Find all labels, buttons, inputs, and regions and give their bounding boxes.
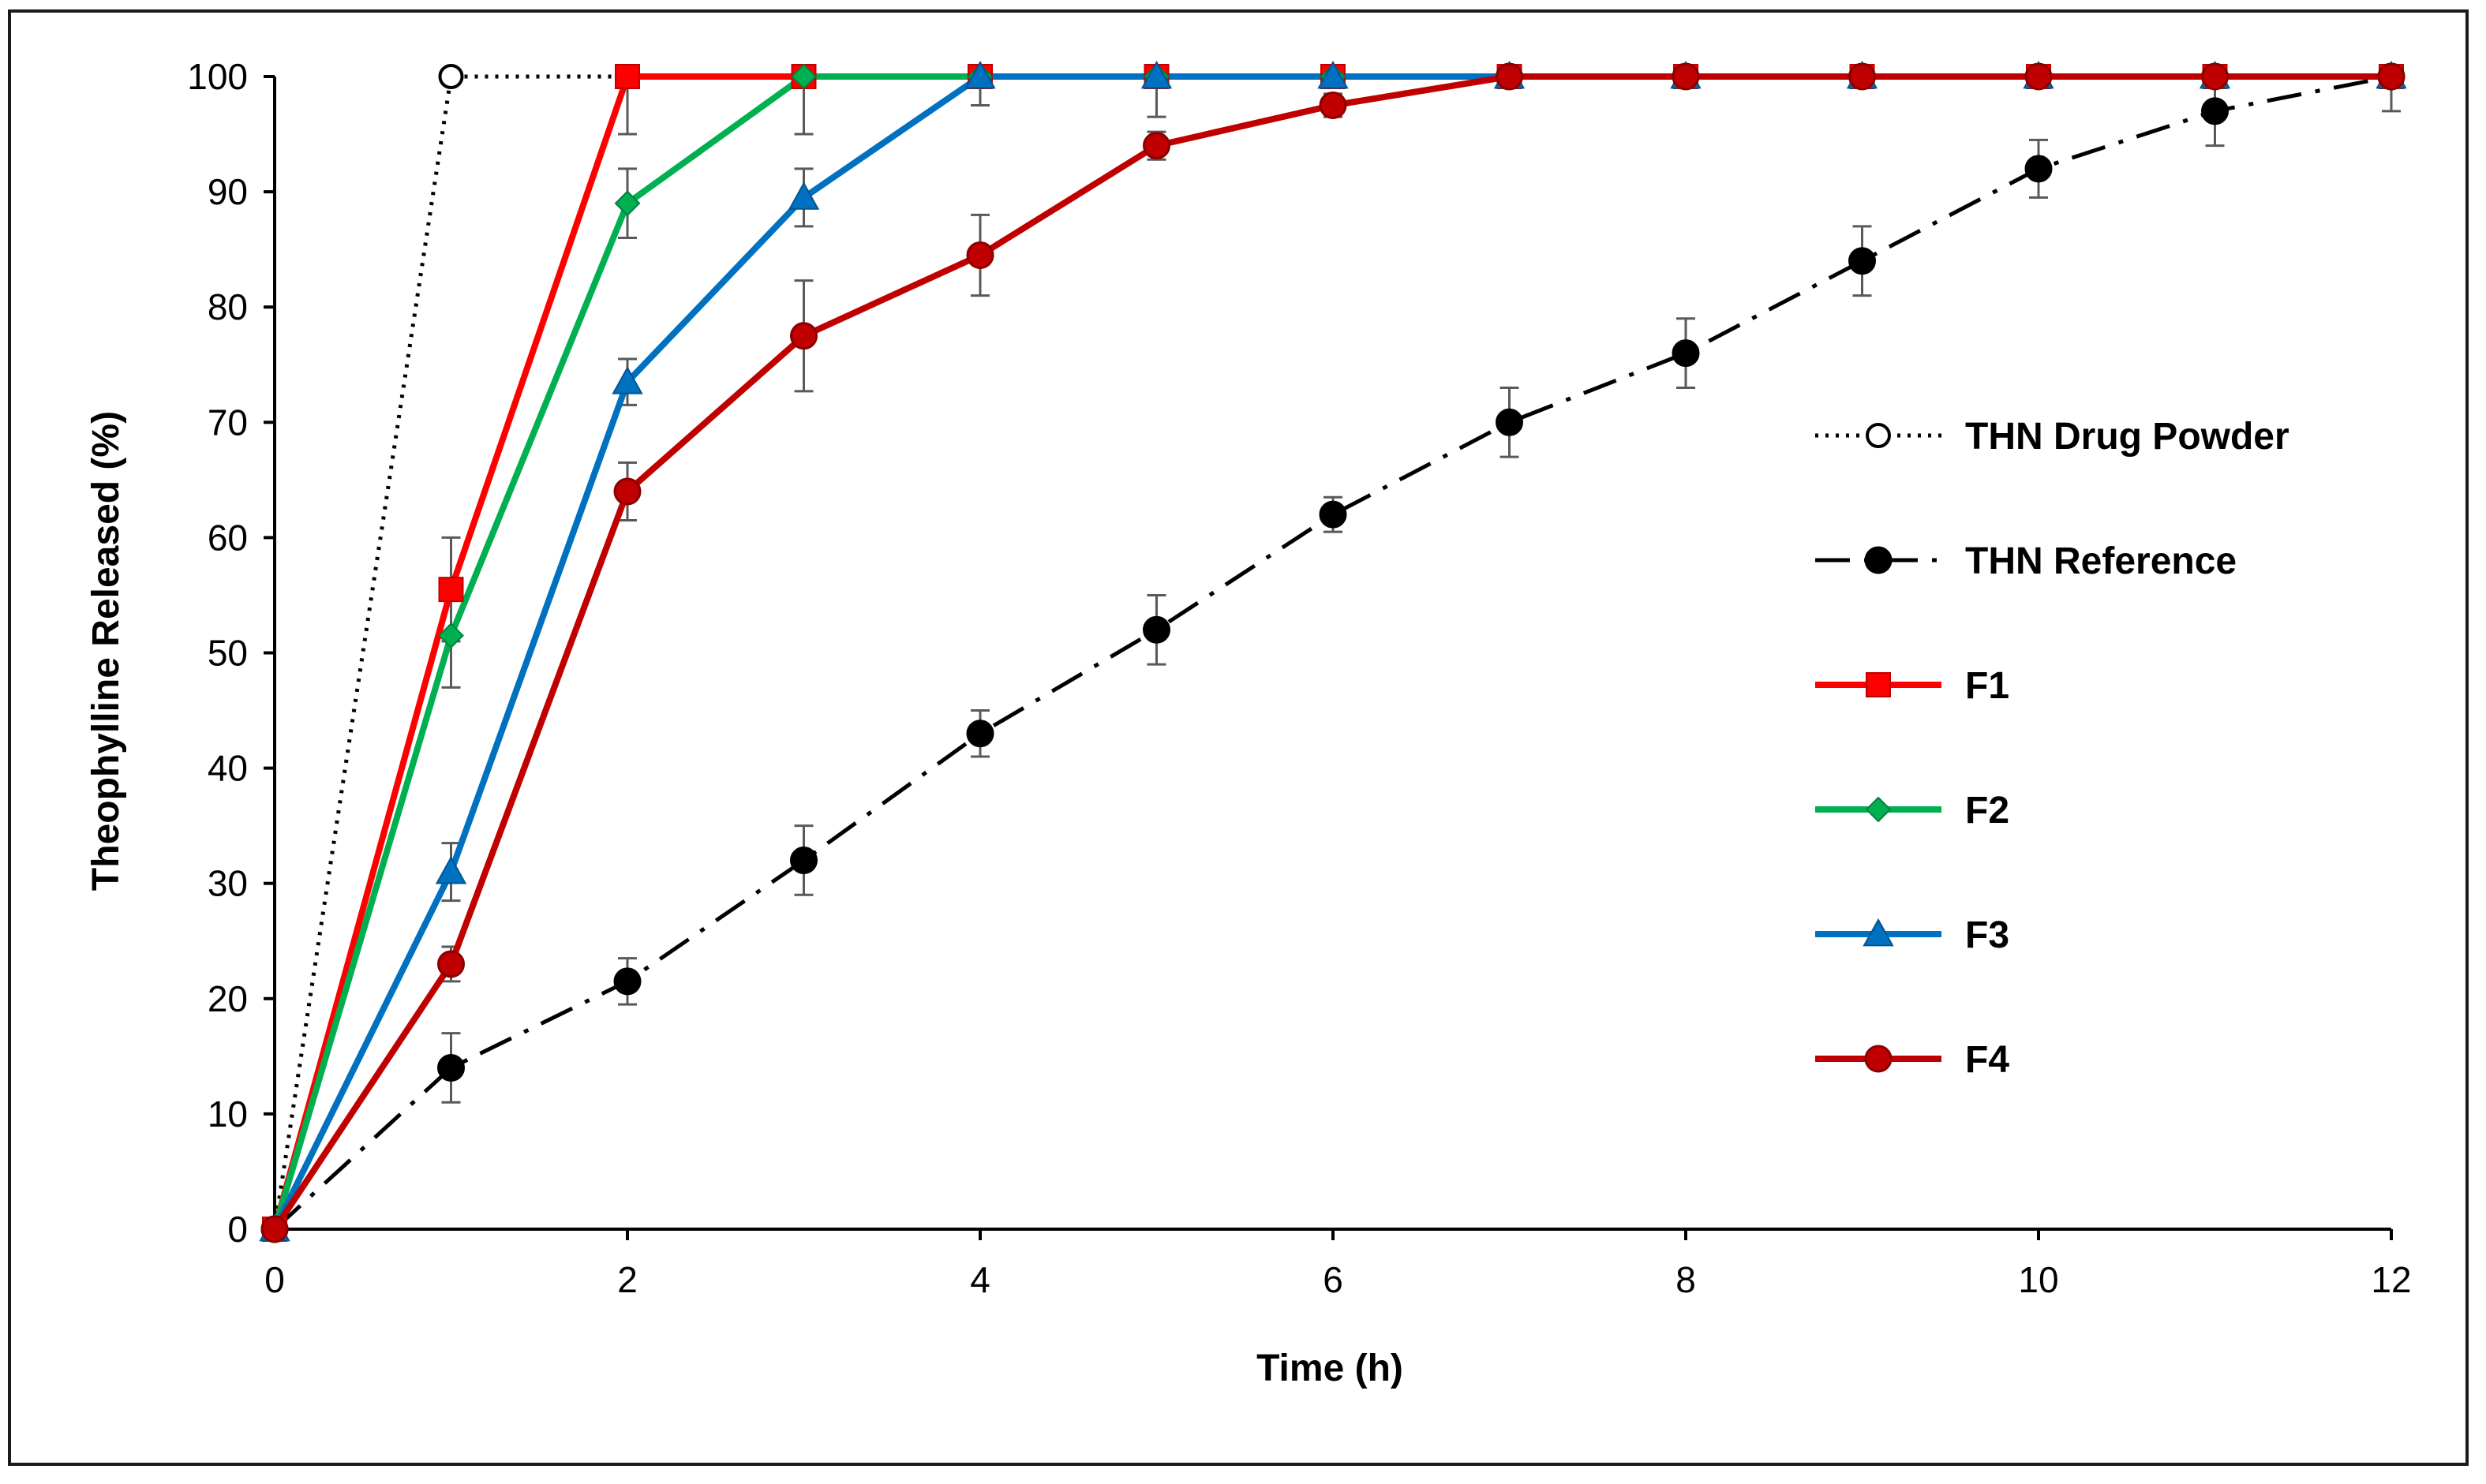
x-tick-label: 6 (1323, 1259, 1343, 1300)
data-point-thn-reference (1143, 615, 1170, 644)
data-point-f3 (435, 856, 467, 884)
y-tick-label: 60 (208, 517, 248, 558)
legend-marker-f2 (1865, 796, 1892, 823)
data-point-f4 (260, 1215, 289, 1243)
legend-marker-f4 (1864, 1045, 1893, 1073)
series-line-f3 (271, 73, 2391, 1231)
y-tick-label: 40 (208, 748, 248, 789)
legend-label-f1: F1 (1965, 665, 2009, 707)
data-point-f4 (437, 950, 465, 978)
y-tick-label: 90 (208, 171, 248, 212)
series-lines (271, 73, 2392, 1232)
y-tick-label: 70 (208, 402, 248, 443)
data-point-thn-reference (1672, 339, 1700, 368)
series-markers (259, 60, 2407, 1243)
data-point-f3 (1140, 60, 1173, 89)
x-tick-label: 2 (617, 1259, 638, 1300)
y-tick-label: 50 (208, 633, 248, 674)
y-tick-label: 20 (208, 978, 248, 1019)
legend-marker-f1 (1866, 672, 1891, 697)
data-point-thn-reference (2024, 155, 2053, 183)
legend-marker-thn-reference (1864, 546, 1893, 574)
data-point-f4 (2201, 62, 2229, 91)
data-point-f1 (438, 577, 464, 603)
legend-label-f2: F2 (1965, 790, 2009, 832)
error-bars (441, 69, 2401, 1104)
series-line-f4 (271, 73, 2391, 1232)
series-line-thn-reference (273, 74, 2392, 1231)
data-point-f4 (790, 322, 818, 350)
x-tick-label: 12 (2371, 1259, 2411, 1300)
series-line-f2 (271, 73, 2391, 1231)
data-point-f1 (615, 64, 640, 89)
data-point-f4 (1319, 92, 1347, 120)
legend: THN Drug Powder THN Reference F1 F2 F3 F4 (1815, 416, 2289, 1081)
legend-label-thn-reference: THN Reference (1965, 540, 2237, 582)
x-tick-label: 0 (264, 1259, 285, 1300)
x-tick-label: 10 (2018, 1259, 2058, 1300)
data-point-thn-reference (613, 967, 642, 996)
data-point-f4 (1496, 62, 1523, 91)
data-point-thn-reference (1496, 408, 1523, 436)
data-point-f3 (612, 366, 643, 394)
data-point-f4 (1143, 132, 1170, 160)
data-point-f4 (2024, 62, 2053, 91)
data-point-f4 (2377, 62, 2406, 91)
data-point-thn-reference (966, 720, 994, 748)
data-point-f2 (438, 622, 464, 649)
series-line-f1 (271, 73, 2391, 1231)
y-tick-label: 10 (208, 1093, 248, 1134)
x-axis-title: Time (h) (1256, 1348, 1403, 1389)
series-line-thn-drug-powder (272, 74, 2391, 1230)
data-point-thn-reference (2201, 97, 2229, 125)
y-tick-label: 100 (187, 56, 248, 97)
data-point-f3 (788, 181, 820, 210)
data-point-f4 (1672, 62, 1700, 91)
y-tick-label: 30 (208, 863, 248, 904)
tick-labels: 0 10 20 30 40 50 60 70 80 90 100 0 2 4 6 8 10 12 (187, 56, 2411, 1300)
data-point-thn-reference (1848, 247, 1876, 275)
legend-label-thn-drug-powder: THN Drug Powder (1965, 416, 2289, 458)
data-point-f2 (614, 190, 641, 217)
data-point-thn-reference (437, 1053, 465, 1082)
axes (264, 75, 2393, 1240)
data-point-f4 (966, 241, 994, 269)
x-tick-label: 4 (970, 1259, 990, 1300)
legend-marker-f3 (1863, 918, 1894, 947)
data-point-f3 (1317, 60, 1349, 89)
y-tick-label: 0 (227, 1209, 248, 1250)
y-axis-title: Theophylline Released (%) (85, 411, 127, 891)
data-point-f4 (613, 477, 642, 506)
legend-label-f3: F3 (1965, 914, 2009, 956)
y-tick-label: 80 (208, 286, 248, 327)
legend-marker-thn-drug-powder (1866, 423, 1891, 448)
data-point-thn-reference (1319, 500, 1347, 529)
data-point-f3 (964, 60, 996, 89)
legend-label-f4: F4 (1965, 1039, 2009, 1081)
data-point-f4 (1848, 62, 1876, 91)
data-point-f2 (791, 63, 817, 90)
data-point-thn-drug-powder (438, 64, 464, 89)
data-point-thn-reference (790, 846, 818, 874)
x-tick-label: 8 (1675, 1259, 1696, 1300)
